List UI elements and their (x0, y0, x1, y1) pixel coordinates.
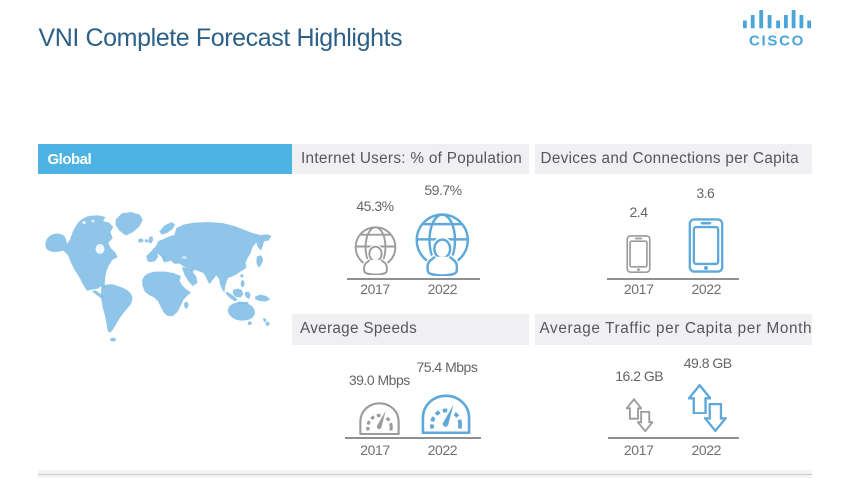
svg-text:CISCO: CISCO (749, 33, 805, 49)
